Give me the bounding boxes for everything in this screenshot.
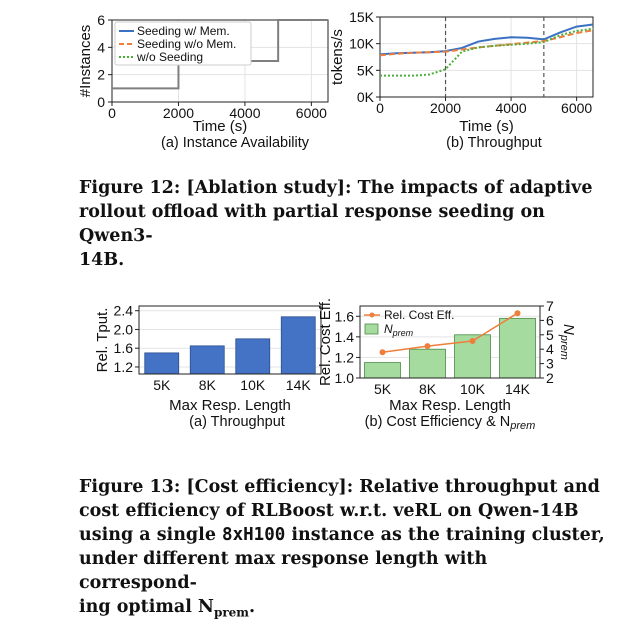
nprem-bar (364, 362, 401, 379)
fig13-caption-mono: 8xH100 (222, 525, 286, 545)
series-seeding-with-mem (379, 23, 594, 56)
fig13a-chart: 5K 8K 10K 14K 1.2 1.6 2.0 2.4 Max Resp. Length Re… (95, 303, 322, 430)
y-axis-label: Rel. Tput. (95, 308, 111, 373)
cost-eff-point (469, 337, 476, 344)
legend-label: Seeding w/ Mem. (137, 24, 230, 38)
fig13-caption-text: ing optimal N (79, 597, 214, 617)
fig13-caption-sub: prem (213, 605, 249, 620)
y2-tick-label: 4 (546, 341, 554, 357)
x-axis-label: Time (s) (459, 118, 513, 135)
throughput-bar (144, 352, 180, 375)
throughput-bar (235, 338, 271, 375)
plot-frame (111, 19, 329, 103)
y2-axis-label: Nprem (558, 324, 577, 360)
y-tick-label: 1.2 (114, 359, 134, 375)
y-tick-label: 2.4 (114, 303, 134, 319)
fig13a-panel-label: (a) Throughput (189, 414, 285, 430)
plot-frame (138, 305, 322, 375)
fig13-caption-line: ing optimal Nprem. (79, 595, 609, 625)
fig13-caption-line: under different max response length with… (79, 549, 488, 593)
plot-frame (379, 16, 594, 98)
y-tick-label: 1.4 (335, 329, 355, 345)
nprem-bar (499, 317, 536, 379)
legend-label: Rel. Cost Eff. (384, 308, 454, 322)
y-tick-label: 0K (357, 89, 375, 105)
fig12-caption-line: 14B. (79, 250, 125, 270)
x-tick-label: 0 (108, 105, 116, 121)
throughput-bar (280, 316, 316, 375)
x-tick-label: 6000 (296, 105, 327, 121)
legend: Seeding w/ Mem.Seeding w/o Mem.w/o Seedi… (114, 21, 252, 66)
x-tick-label: 6000 (561, 100, 592, 116)
x-tick-label: 14K (505, 381, 531, 397)
x-tick-label: 8K (199, 377, 217, 393)
y-tick-label: 1.6 (114, 340, 134, 356)
x-tick-label: 2000 (430, 100, 461, 116)
x-tick-label: 5K (374, 381, 392, 397)
fig13b-panel-label: (b) Cost Efficiency & Nprem (365, 414, 536, 432)
y-tick-label: 1.6 (335, 308, 355, 324)
fig12-caption-line: Figure 12: [Ablation study]: The impacts… (79, 178, 593, 198)
cost-eff-point (379, 349, 386, 356)
y2-tick-label: 3 (546, 356, 554, 372)
y-tick-label: 0 (97, 94, 105, 110)
fig12a-panel-label: (a) Instance Availability (161, 135, 310, 151)
cost-eff-point (424, 343, 431, 350)
legend-swatch (364, 323, 379, 335)
y-tick-label: 10K (349, 36, 375, 52)
x-tick-label: 4000 (229, 105, 260, 121)
x-tick-label: 10K (460, 381, 486, 397)
x-tick-label: 14K (286, 377, 312, 393)
x-axis-label: Max Resp. Length (389, 397, 511, 414)
y-tick-label: 6 (97, 12, 105, 28)
y-axis-label: #Instances (77, 25, 94, 98)
y-tick-label: 1.2 (335, 349, 355, 365)
legend-label: Seeding w/o Mem. (137, 37, 236, 51)
x-tick-label: 5K (153, 377, 171, 393)
fig13-caption: Figure 13: [Cost efficiency]: Relative t… (79, 475, 609, 625)
y2-tick-label: 7 (546, 298, 554, 314)
throughput-bar (189, 345, 225, 375)
x-tick-label: 0 (376, 100, 384, 116)
fig12-caption: Figure 12: [Ablation study]: The impacts… (79, 176, 599, 272)
y-tick-label: 4 (97, 39, 105, 55)
y-tick-label: 5K (357, 62, 375, 78)
y2-tick-label: 2 (546, 370, 554, 386)
fig12-caption-line: rollout offload with partial response se… (79, 202, 545, 246)
x-tick-label: 2000 (163, 105, 194, 121)
legend: Rel. Cost Eff.Nprem (364, 308, 454, 338)
x-axis-label: Max Resp. Length (169, 397, 291, 414)
fig13-caption-end: . (248, 597, 256, 617)
x-tick-label: 10K (240, 377, 266, 393)
y2-tick-label: 6 (546, 312, 554, 328)
y-axis-label: tokens/s (330, 29, 346, 85)
cost-eff-point (514, 310, 521, 317)
y-tick-label: 2 (97, 67, 105, 83)
y-axis-label: Rel. Cost Eff. (318, 298, 334, 386)
fig12b-panel-label: (b) Throughput (446, 135, 542, 151)
y-tick-label: 15K (349, 9, 375, 25)
fig13-caption-text: using a single 8xH100 instance as the tr… (79, 525, 605, 545)
x-axis-label: Time (s) (193, 118, 247, 135)
y2-tick-label: 5 (546, 327, 554, 343)
fig12a-chart: 0 2000 4000 6000 0 2 4 6 Time (s) #Instances Seedi… (77, 12, 329, 151)
legend-label: w/o Seeding (136, 50, 203, 64)
legend-label: Nprem (384, 322, 414, 338)
y-tick-label: 2.0 (114, 321, 134, 337)
legend-swatch (369, 312, 375, 318)
x-tick-label: 8K (419, 381, 437, 397)
legend-box (114, 21, 252, 66)
nprem-bar (409, 348, 446, 379)
plot-frame (359, 305, 541, 379)
fig13-caption-line: Figure 13: [Cost efficiency]: Relative t… (79, 477, 600, 497)
cost-eff-line (382, 312, 518, 354)
x-tick-label: 4000 (495, 100, 526, 116)
fig13-caption-line: cost efficiency of RLBoost w.r.t. veRL o… (79, 501, 579, 521)
fig13-caption-line: using a single 8xH100 instance as the tr… (79, 523, 609, 547)
y-tick-label: 1.0 (335, 370, 355, 386)
